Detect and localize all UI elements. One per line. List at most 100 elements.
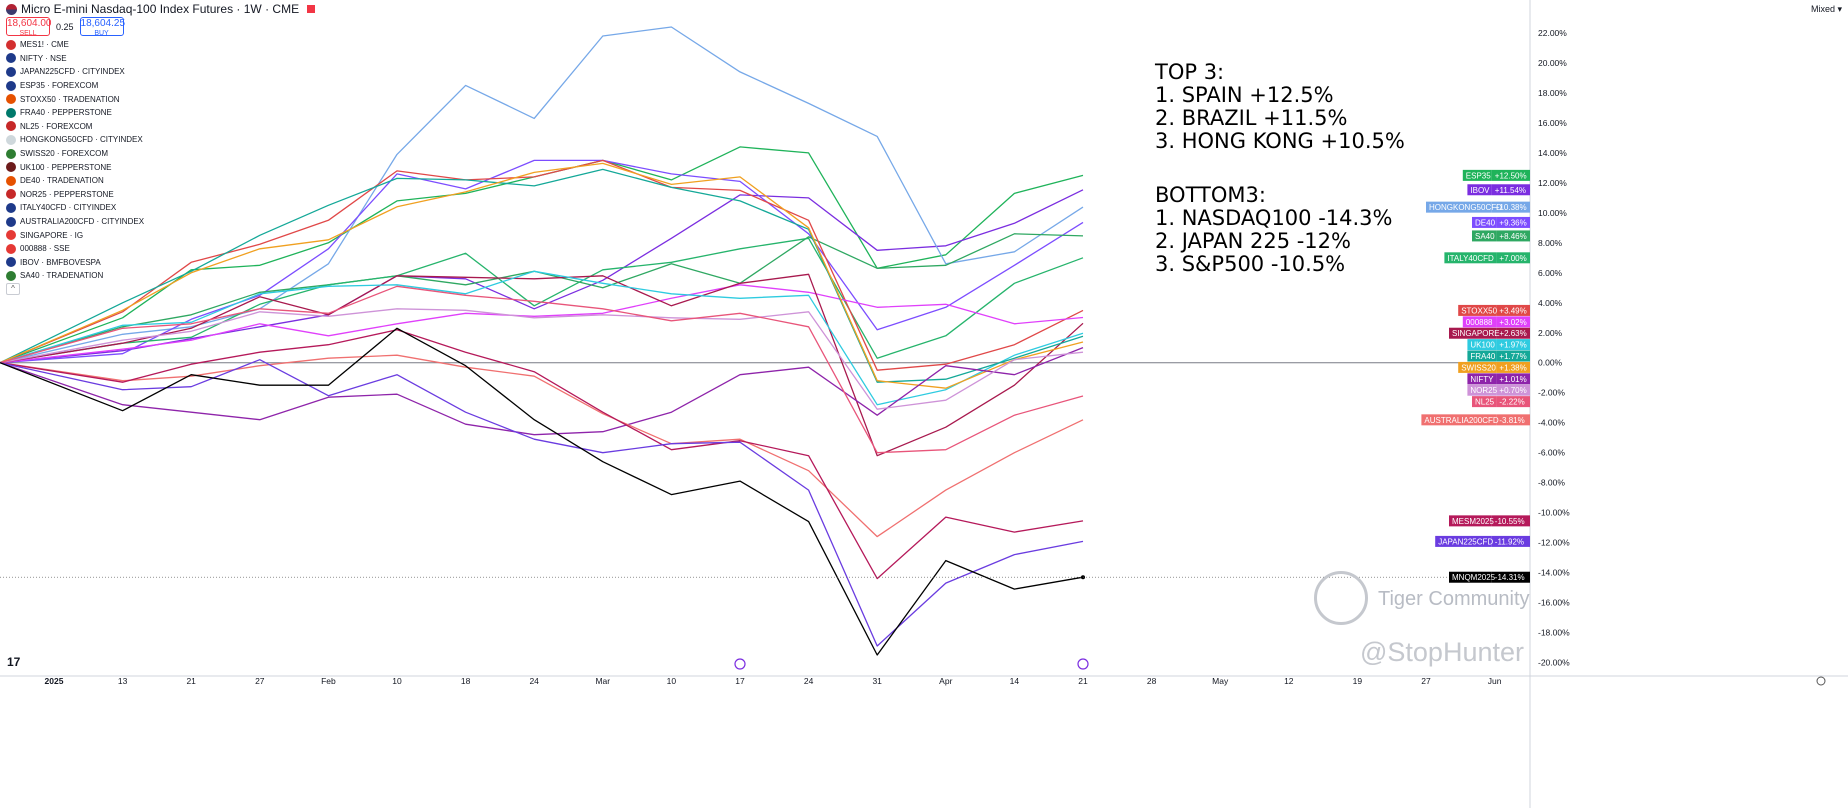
legend-collapse-button[interactable]: ^ (6, 283, 20, 295)
chart-header: Micro E-mini Nasdaq-100 Index Futures · … (6, 2, 316, 16)
series-name-bg (1472, 216, 1497, 228)
symbol-icon (6, 243, 16, 254)
price-label: +11.54% (1495, 186, 1526, 195)
x-tick-label: 10 (667, 676, 677, 686)
legend-item[interactable]: SWISS20 · FOREXCOM (6, 147, 144, 161)
price-label-bg (1491, 184, 1530, 196)
series-line-stoxx50 (0, 159, 1084, 371)
legend-item[interactable]: JAPAN225CFD · CITYINDEX (6, 65, 144, 79)
legend-item[interactable]: 000888 · SSE (6, 242, 144, 256)
price-label-bg (1491, 571, 1530, 583)
x-tick-label: Apr (939, 676, 952, 686)
y-tick-label: 12.00% (1538, 178, 1567, 188)
legend-item-label: ESP35 · FOREXCOM (20, 81, 99, 91)
series-name-bg (1467, 350, 1497, 362)
sell-price: 18,604.00 (7, 18, 52, 29)
legend-item[interactable]: DE40 · TRADENATION (6, 174, 144, 188)
price-label: -3.81% (1499, 416, 1524, 425)
x-tick-label: Mar (595, 676, 610, 686)
settings-icon (1816, 676, 1826, 686)
price-label-bg (1496, 216, 1530, 228)
y-tick-label: -18.00% (1538, 628, 1570, 638)
legend-item-label: JAPAN225CFD · CITYINDEX (20, 67, 125, 77)
x-tick-label: Jun (1488, 676, 1502, 686)
series-name-bg (1444, 252, 1497, 264)
spread-value: 0.25 (56, 21, 74, 32)
price-label: +1.97% (1499, 341, 1526, 350)
symbol-icon (6, 175, 16, 186)
tradingview-logo-icon: 17 (7, 655, 21, 669)
legend-item[interactable]: FRA40 · PEPPERSTONE (6, 106, 144, 120)
series-name-label: JAPAN225CFD (1438, 537, 1493, 546)
series-line-australia200cfd (0, 354, 1084, 538)
annotation-bottom3: BOTTOM3: 1. NASDAQ100 -14.3% 2. JAPAN 22… (1155, 183, 1393, 276)
legend-item[interactable]: SA40 · TRADENATION (6, 269, 144, 283)
legend-item[interactable]: UK100 · PEPPERSTONE (6, 160, 144, 174)
y-tick-label: -6.00% (1538, 448, 1565, 458)
legend-item[interactable]: NL25 · FOREXCOM (6, 120, 144, 134)
legend-item[interactable]: NIFTY · NSE (6, 52, 144, 66)
x-tick-label: 27 (255, 676, 265, 686)
legend-item[interactable]: HONGKONG50CFD · CITYINDEX (6, 133, 144, 147)
price-label-bg (1496, 327, 1530, 339)
tiger-logo-icon (1314, 571, 1368, 625)
legend-item[interactable]: SINGAPORE · IG (6, 228, 144, 242)
scale-mode-dropdown[interactable]: Mixed ▾ (1810, 4, 1842, 14)
y-tick-label: 10.00% (1538, 208, 1567, 218)
series-line-mesm2025 (0, 329, 1084, 580)
series-line-hongkong50cfd (0, 26, 1084, 364)
series-name-bg (1421, 414, 1497, 426)
series-line-ibov (0, 189, 1084, 364)
legend-item[interactable]: NOR25 · PEPPERSTONE (6, 188, 144, 202)
legend-item[interactable]: STOXX50 · TRADENATION (6, 92, 144, 106)
legend-item-label: STOXX50 · TRADENATION (20, 94, 120, 104)
series-name-label: MESM2025 (1452, 517, 1494, 526)
us-flag-icon (6, 3, 17, 15)
legend-item[interactable]: ESP35 · FOREXCOM (6, 79, 144, 93)
series-name-bg (1467, 384, 1497, 396)
legend-item[interactable]: AUSTRALIA200CFD · CITYINDEX (6, 215, 144, 229)
x-tick-label: 10 (392, 676, 402, 686)
series-name-label: IBOV (1470, 186, 1490, 195)
series-line-fra40 (0, 168, 1084, 383)
legend-item[interactable]: MES1! · CME (6, 38, 144, 52)
x-tick-label: 24 (804, 676, 814, 686)
legend-item[interactable]: ITALY40CFD · CITYINDEX (6, 201, 144, 215)
price-label: +1.38% (1499, 363, 1526, 372)
price-label: +12.50% (1495, 171, 1527, 180)
price-label-bg (1491, 515, 1530, 527)
legend-item-label: UK100 · PEPPERSTONE (20, 162, 112, 172)
buy-button[interactable]: 18,604.25 BUY (79, 17, 125, 37)
price-label-bg (1496, 350, 1530, 362)
symbol-icon (6, 148, 16, 159)
legend-item-label: MES1! · CME (20, 40, 69, 50)
y-tick-label: 6.00% (1538, 268, 1563, 278)
legend-item-label: DE40 · TRADENATION (20, 176, 104, 186)
price-label-bg (1491, 169, 1530, 181)
x-tick-label: 18 (461, 676, 471, 686)
legend-item[interactable]: IBOV · BMFBOVESPA (6, 256, 144, 270)
y-tick-label: -8.00% (1538, 478, 1565, 488)
symbol-icon (6, 80, 16, 91)
series-name-label: UK100 (1470, 341, 1495, 350)
y-tick-label: -12.00% (1538, 538, 1570, 548)
price-label-bg (1496, 304, 1530, 316)
legend-item-label: NIFTY · NSE (20, 53, 67, 63)
price-label-bg (1491, 535, 1530, 547)
symbol-icon (6, 107, 16, 118)
series-line-italy40cfd (0, 237, 1084, 364)
series-name-label: STOXX50 (1461, 306, 1497, 315)
y-tick-label: 22.00% (1538, 28, 1567, 38)
symbol-icon (6, 94, 16, 105)
x-tick-label: 19 (1353, 676, 1363, 686)
legend-item-label: IBOV · BMFBOVESPA (20, 257, 101, 267)
price-label: +1.01% (1499, 375, 1526, 384)
sell-button[interactable]: 18,604.00 SELL (6, 17, 52, 37)
price-label: +10.38% (1495, 203, 1527, 212)
x-tick-label: 28 (1147, 676, 1157, 686)
symbol-icon (6, 53, 16, 64)
price-label: -10.55% (1495, 517, 1525, 526)
y-tick-label: -2.00% (1538, 388, 1565, 398)
x-tick-label: 31 (872, 676, 882, 686)
